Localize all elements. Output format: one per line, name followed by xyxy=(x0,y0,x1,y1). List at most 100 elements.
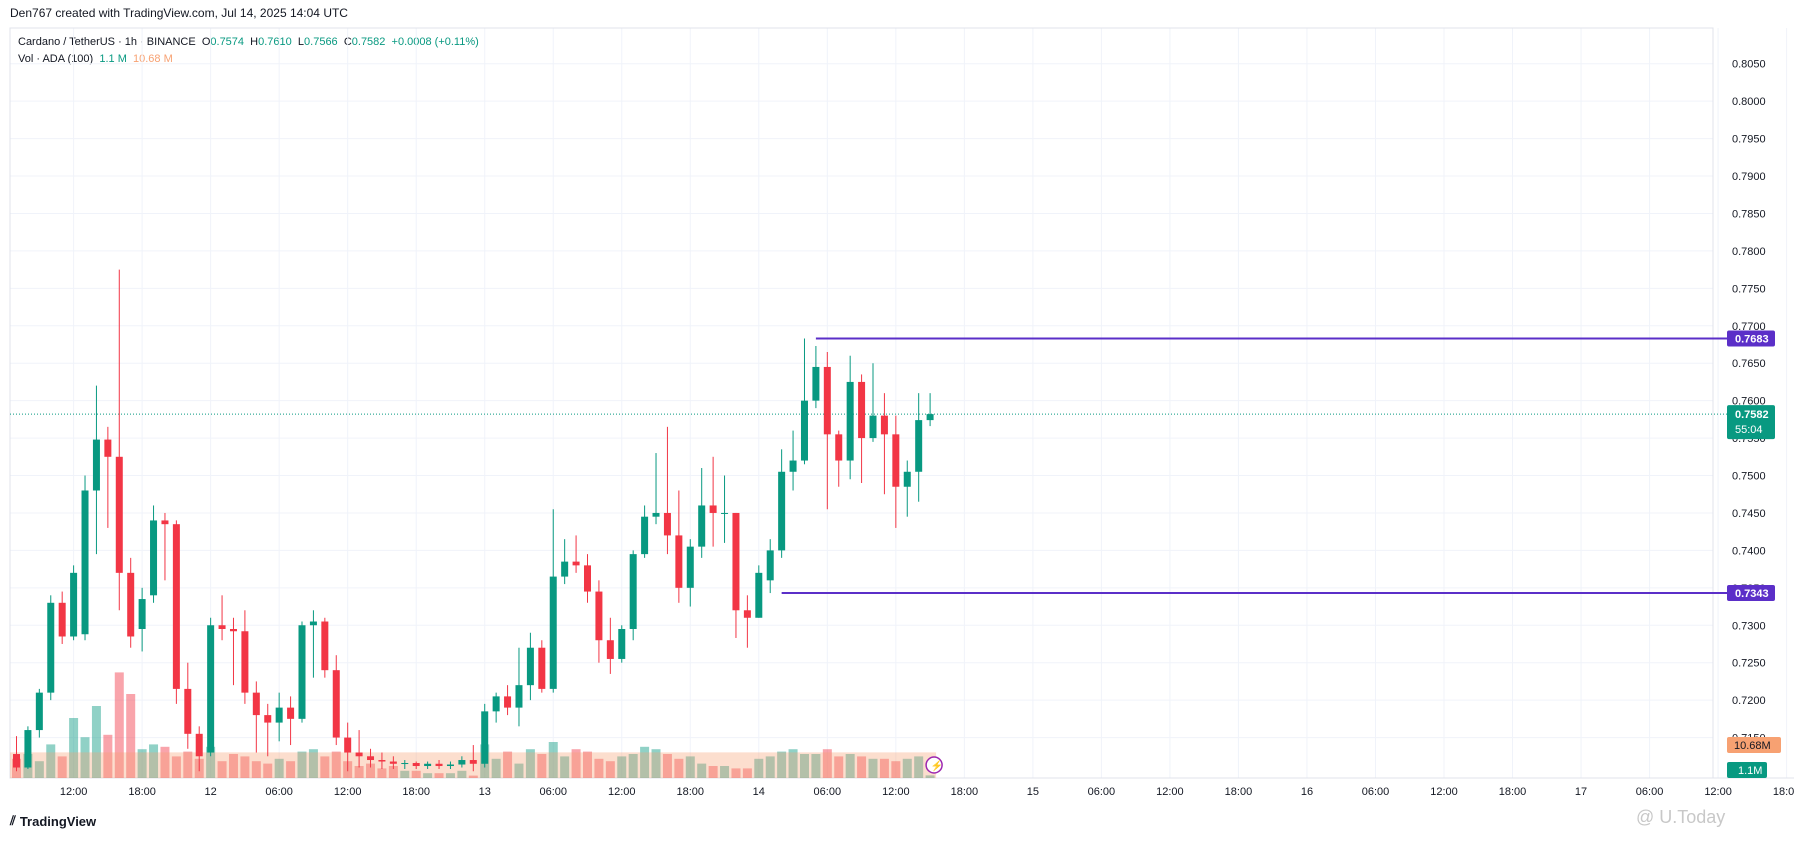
volume-bar xyxy=(354,766,364,778)
candle-body xyxy=(321,621,329,671)
volume-label[interactable]: Vol · ADA (100) xyxy=(18,53,94,65)
volume-bar xyxy=(754,758,764,778)
candle-body xyxy=(515,685,523,708)
candle-body xyxy=(378,760,386,762)
time-axis-label: 12:00 xyxy=(1430,786,1458,798)
level-price-badge xyxy=(1727,330,1775,347)
volume-bar xyxy=(171,756,181,778)
volume-bar xyxy=(902,758,912,778)
volume-bar xyxy=(80,737,90,778)
candle-body xyxy=(732,512,740,611)
price-axis-label: 0.7850 xyxy=(1732,208,1766,220)
volume-bar xyxy=(560,756,570,778)
candle-body xyxy=(915,420,923,472)
candle-body xyxy=(778,471,786,551)
candle-body xyxy=(584,565,591,592)
low-label: L xyxy=(297,36,305,48)
candle-body xyxy=(926,414,934,421)
ohlc-row: Cardano / TetherUS · 1h · BINANCE O0.757… xyxy=(18,34,479,51)
volume-bar xyxy=(914,756,924,778)
volume-bar xyxy=(617,756,627,778)
volume-bar xyxy=(845,754,855,778)
volume-bar xyxy=(114,672,124,778)
price-axis-label: 0.7400 xyxy=(1732,545,1766,557)
price-axis-label: 0.8000 xyxy=(1732,96,1766,108)
time-axis-label: 06:00 xyxy=(814,786,842,798)
volume-ma-value: 10.68 M xyxy=(132,53,173,65)
candle-body xyxy=(81,490,89,635)
candle-body xyxy=(24,730,32,768)
candle-body xyxy=(58,602,66,637)
current-price-badge-text: 0.7582 xyxy=(1735,409,1769,421)
candle-body xyxy=(869,415,877,439)
candle-body xyxy=(332,670,340,738)
candle-body xyxy=(150,520,158,596)
candle-body xyxy=(401,763,409,765)
candle-body xyxy=(481,711,489,764)
candle-body xyxy=(184,688,192,734)
time-axis-label: 06:00 xyxy=(539,786,567,798)
time-axis-label: 17 xyxy=(1575,786,1587,798)
candle-body xyxy=(138,599,146,629)
volume-ma-badge xyxy=(1727,737,1781,753)
volume-bar xyxy=(69,718,79,778)
candle-body xyxy=(675,535,683,588)
price-axis-label: 0.7650 xyxy=(1732,358,1766,370)
volume-bar xyxy=(799,754,809,778)
price-axis-label: 0.7750 xyxy=(1732,283,1766,295)
candle-body xyxy=(766,550,774,581)
volume-bar xyxy=(537,754,547,778)
volume-bar xyxy=(605,761,615,778)
tradingview-logo[interactable]: ⫽ TradingView xyxy=(10,813,96,829)
candle-body xyxy=(641,516,649,555)
candle-body xyxy=(846,381,854,461)
volume-bar xyxy=(57,756,67,778)
volume-bar xyxy=(468,775,478,778)
candle-body xyxy=(492,696,500,712)
candle-body xyxy=(424,763,432,767)
candle-body xyxy=(195,733,203,757)
volume-bar xyxy=(777,751,787,778)
volume-bar xyxy=(320,756,330,778)
time-axis-label: 06:00 xyxy=(1362,786,1390,798)
time-axis-label: 18:00 xyxy=(1499,786,1527,798)
candle-body xyxy=(743,610,751,618)
volume-bar xyxy=(400,770,410,778)
candle-body xyxy=(823,366,831,435)
chart-caption: Den767 created with TradingView.com, Jul… xyxy=(10,6,348,20)
candle-body xyxy=(275,707,283,723)
price-axis-label: 0.7950 xyxy=(1732,134,1766,146)
volume-value: 1.1 M xyxy=(99,53,127,65)
candle-body xyxy=(458,760,466,765)
candle-body xyxy=(70,572,78,637)
watermark: @ U.Today xyxy=(1636,807,1726,827)
open-label: O xyxy=(201,36,211,48)
tradingview-logo-text: TradingView xyxy=(19,813,97,829)
candle-body xyxy=(389,761,397,764)
volume-bar xyxy=(160,746,170,778)
candle-body xyxy=(298,625,306,719)
volume-bar xyxy=(514,763,524,778)
volume-badge-text: 1.1M xyxy=(1738,765,1762,777)
candle-body xyxy=(35,692,43,731)
time-axis-label: 18:00 xyxy=(1225,786,1253,798)
candle-body xyxy=(549,576,557,689)
candle-body xyxy=(606,640,614,659)
open-value: 0.7574 xyxy=(210,36,245,48)
symbol-label[interactable]: Cardano / TetherUS · 1h · BINANCE xyxy=(18,36,196,48)
volume-bar xyxy=(628,754,638,778)
candle-body xyxy=(903,471,911,487)
volume-bar xyxy=(34,761,44,778)
price-axis-label: 0.7450 xyxy=(1732,508,1766,520)
candle-body xyxy=(709,505,717,513)
candle-body xyxy=(104,439,112,457)
volume-bar xyxy=(548,742,558,778)
time-axis-label: 12:00 xyxy=(608,786,636,798)
time-axis-label: 12:00 xyxy=(334,786,362,798)
volume-bar xyxy=(411,770,421,778)
candle-body xyxy=(572,561,580,566)
current-price-badge xyxy=(1727,405,1775,440)
volume-bar xyxy=(240,756,250,778)
volume-bar xyxy=(308,749,318,778)
